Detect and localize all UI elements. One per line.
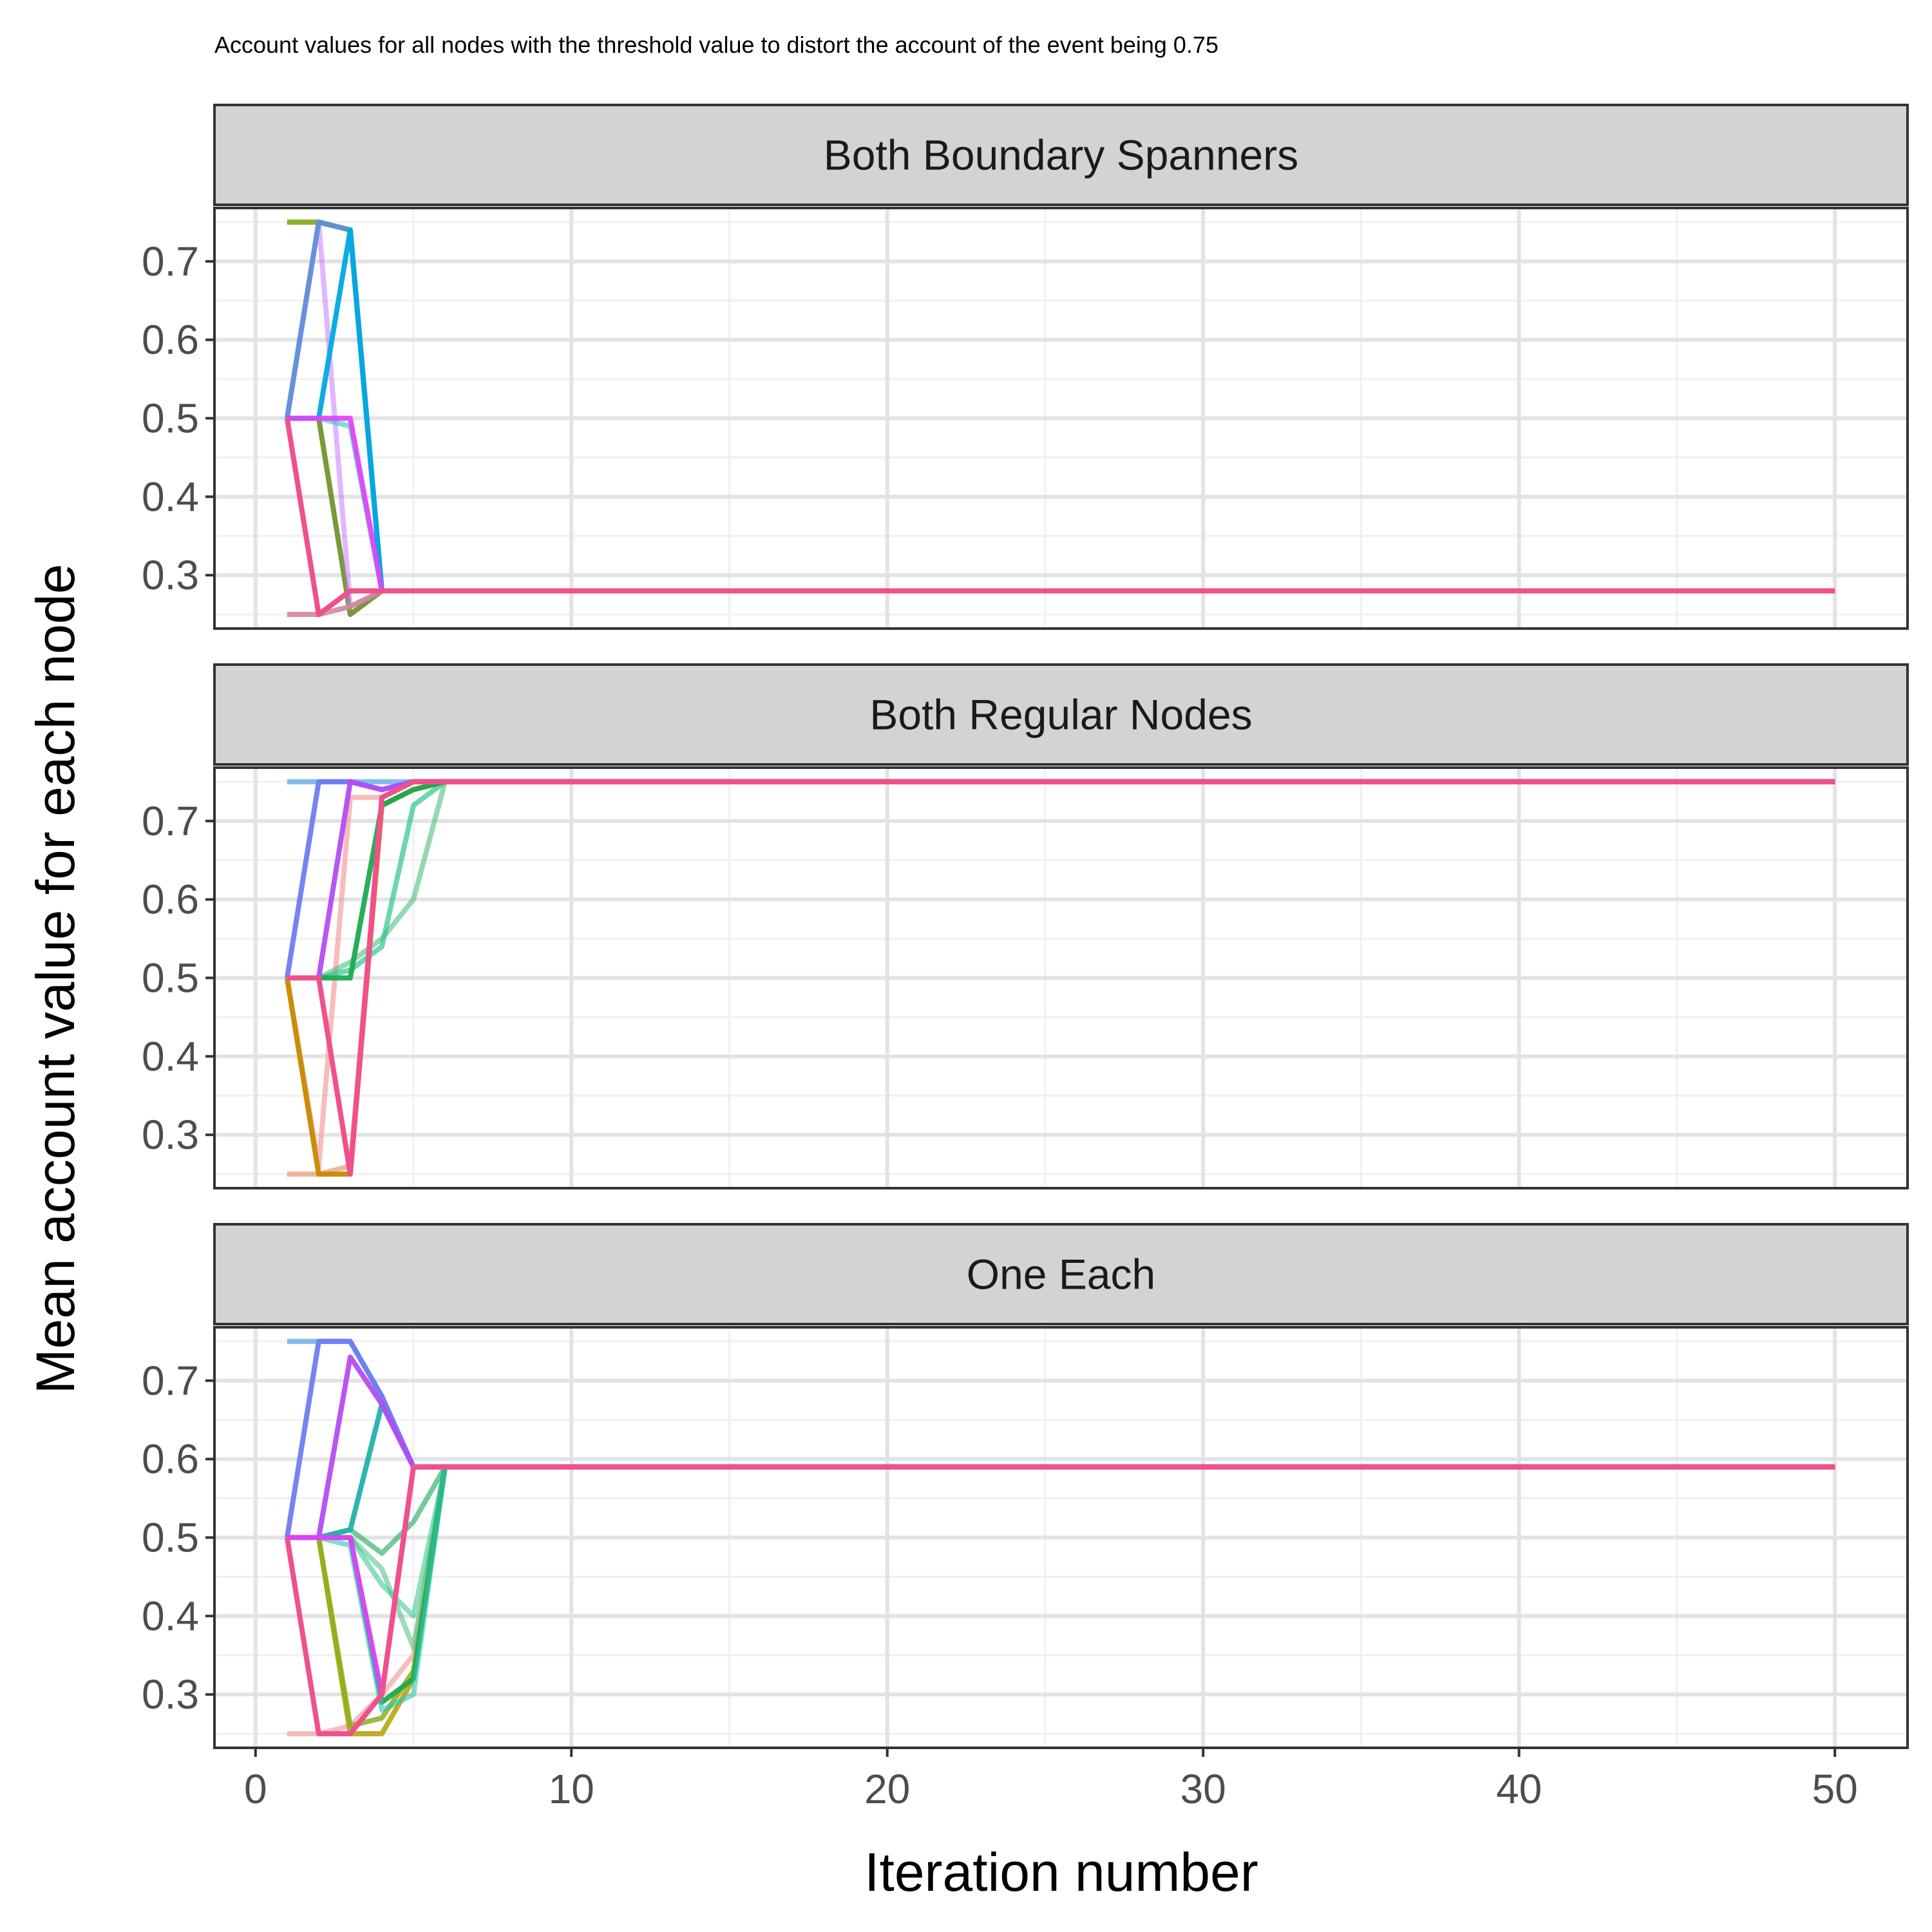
facet-strip: [213, 1223, 1909, 1325]
y-tick-label: 0.3: [142, 1671, 199, 1718]
x-axis: 0 10 20 30 40 50: [244, 1748, 1858, 1812]
series-line: [284, 1464, 1835, 1737]
facet-panel: Both Regular Nodes 0.3 0.4 0.5 0.6 0.7: [142, 663, 1909, 1189]
facet-strip-label: Both Boundary Spanners: [824, 131, 1299, 179]
x-tick-label: 50: [1812, 1766, 1858, 1812]
facet-strip: [213, 663, 1909, 766]
y-tick-label: 0.5: [142, 1515, 199, 1561]
x-axis-title: Iteration number: [864, 1842, 1258, 1902]
y-tick-label: 0.3: [142, 1112, 199, 1158]
y-tick-label: 0.4: [142, 1033, 199, 1079]
y-tick-label: 0.4: [142, 1593, 199, 1639]
y-tick-label: 0.7: [142, 798, 199, 844]
x-tick-label: 30: [1180, 1766, 1226, 1812]
facet-panel: One Each 0.3 0.4 0.5 0.6 0.7: [142, 1223, 1909, 1749]
y-tick-label: 0.5: [142, 395, 199, 442]
facet-strip: [213, 104, 1909, 206]
series-line: [284, 417, 1835, 618]
y-tick-label: 0.6: [142, 1436, 199, 1482]
y-tick-label: 0.7: [142, 1358, 199, 1404]
series-line: [287, 779, 1835, 1177]
x-tick-label: 10: [549, 1766, 594, 1812]
y-tick-label: 0.5: [142, 955, 199, 1001]
facet-strip-label: One Each: [967, 1251, 1156, 1298]
y-tick-label: 0.7: [142, 238, 199, 285]
y-tick-label: 0.4: [142, 473, 199, 520]
y-axis-title: Mean account value for each node: [25, 564, 86, 1394]
x-tick-label: 40: [1496, 1766, 1542, 1812]
y-tick-label: 0.3: [142, 552, 199, 598]
y-tick-label: 0.6: [142, 317, 199, 363]
x-tick-label: 20: [864, 1766, 910, 1812]
facet-strip-label: Both Regular Nodes: [869, 691, 1252, 739]
chart-title: Account values for all nodes with the th…: [214, 32, 1218, 58]
facet-panel: Both Boundary Spanners 0.3 0.4 0.5 0.6 0.7: [142, 104, 1909, 630]
facets-layer: Both Boundary Spanners0.30.40.50.60.7Bot…: [142, 104, 1909, 1749]
x-tick-label: 0: [244, 1766, 267, 1812]
y-tick-label: 0.6: [142, 876, 199, 923]
